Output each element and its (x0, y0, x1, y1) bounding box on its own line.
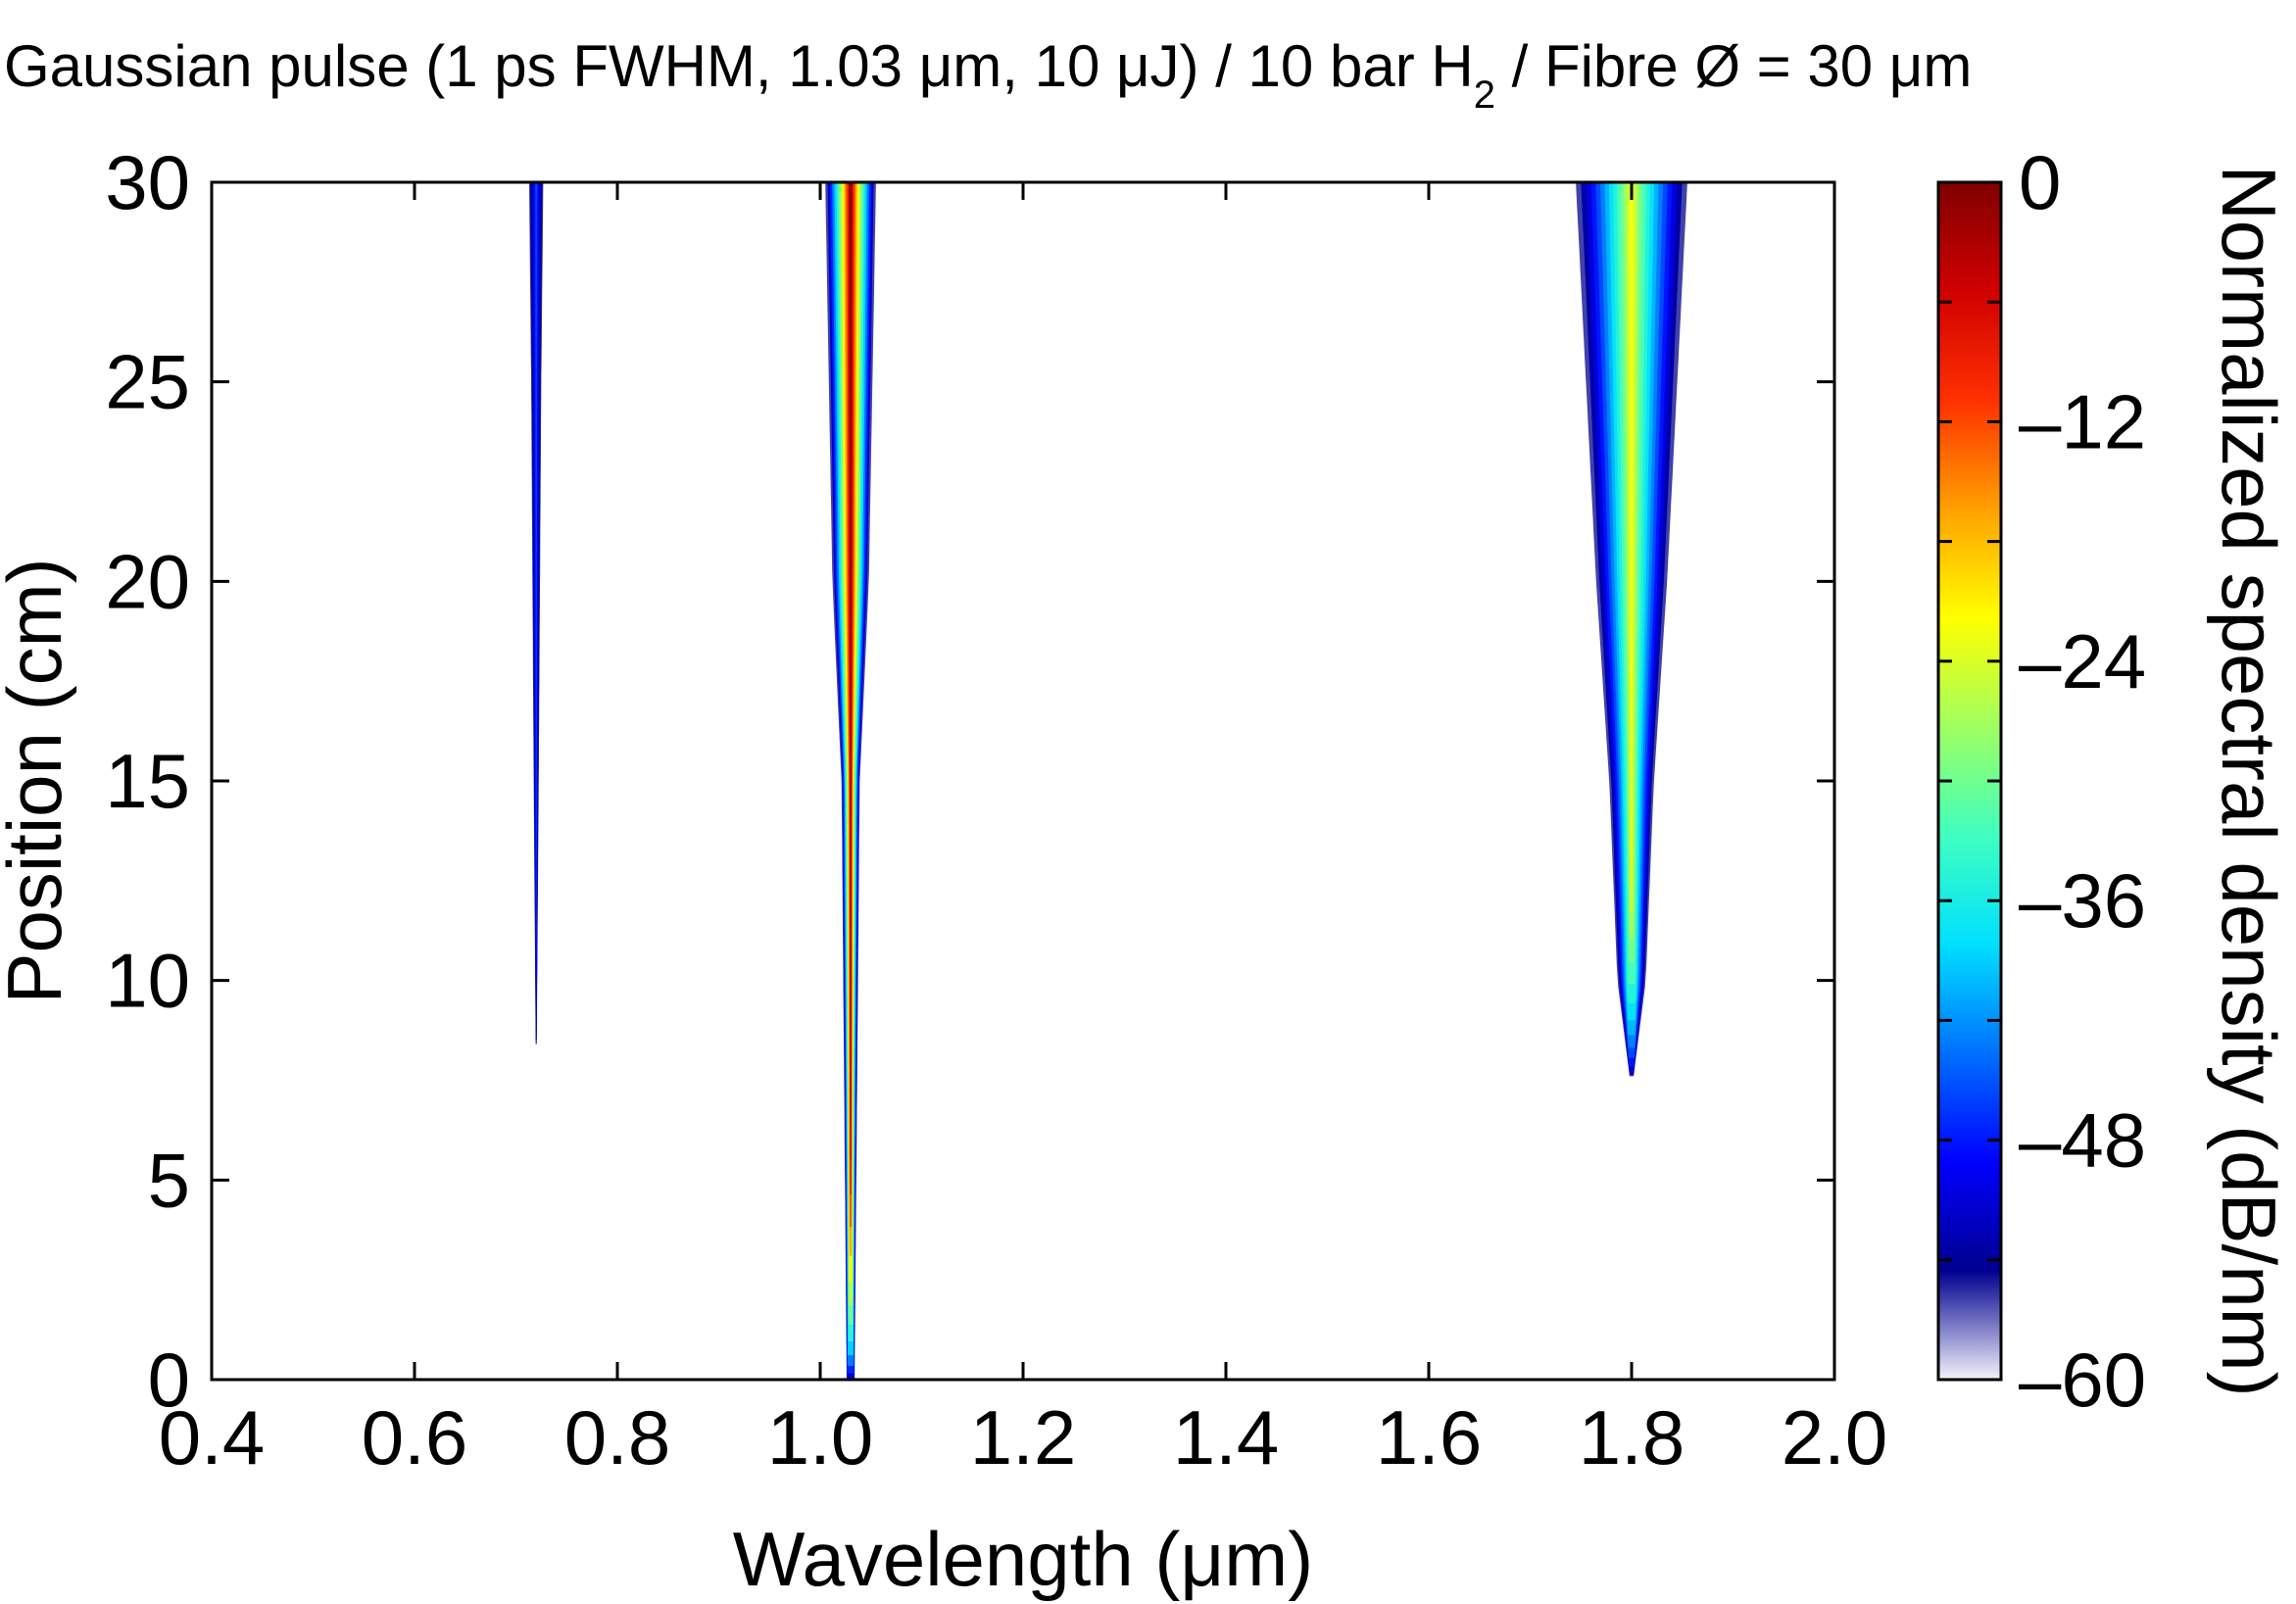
x-axis: 0.4 0.6 0.8 1.0 1.2 1.4 1.6 1.8 2.0 (159, 182, 1887, 1481)
y-tick-label: 15 (105, 738, 190, 824)
colorbar-tick-label: –60 (2019, 1337, 2146, 1423)
spectral-contour (850, 182, 852, 1122)
y-tick-label: 10 (105, 938, 190, 1024)
y-axis-label: Position (cm) (0, 558, 77, 1003)
x-tick-label: 0.4 (159, 1394, 265, 1481)
colorbar-tick-label: –24 (2019, 618, 2146, 705)
y-tick-label: 5 (148, 1137, 190, 1223)
y-axis: 0 5 10 15 20 25 30 (105, 139, 1834, 1423)
x-tick-label: 0.6 (362, 1394, 467, 1481)
x-tick-label: 1.8 (1579, 1394, 1685, 1481)
colorbar-tick-label: –12 (2019, 378, 2146, 464)
y-tick-label: 25 (105, 339, 190, 425)
colorbar-tick-label: –48 (2019, 1097, 2146, 1184)
x-axis-label: Wavelength (μm) (733, 1516, 1314, 1602)
x-tick-label: 1.2 (970, 1394, 1076, 1481)
colorbar-tick-label: 0 (2019, 139, 2061, 225)
spectral-traces (529, 182, 1687, 1380)
spectral-contour (1630, 182, 1634, 884)
x-tick-label: 1.6 (1376, 1394, 1482, 1481)
colorbar-label: Normalized spectral density (dB/nm) (2206, 165, 2292, 1396)
spectral-line (529, 182, 544, 1045)
spectral-line (1576, 182, 1687, 1077)
y-tick-label: 0 (148, 1337, 190, 1423)
x-tick-label: 0.8 (564, 1394, 670, 1481)
y-tick-label: 30 (105, 139, 190, 225)
spectral-line (825, 182, 876, 1380)
chart-title: Gaussian pulse (1 ps FWHM, 1.03 μm, 10 μ… (4, 33, 1972, 117)
x-tick-label: 2.0 (1782, 1394, 1887, 1481)
colorbar-axis: 0 –12 –24 –36 –48 –60 (1938, 139, 2146, 1423)
x-tick-label: 1.0 (767, 1394, 873, 1481)
y-tick-label: 20 (105, 538, 190, 624)
x-tick-label: 1.4 (1173, 1394, 1279, 1481)
colorbar-tick-label: –36 (2019, 857, 2146, 944)
